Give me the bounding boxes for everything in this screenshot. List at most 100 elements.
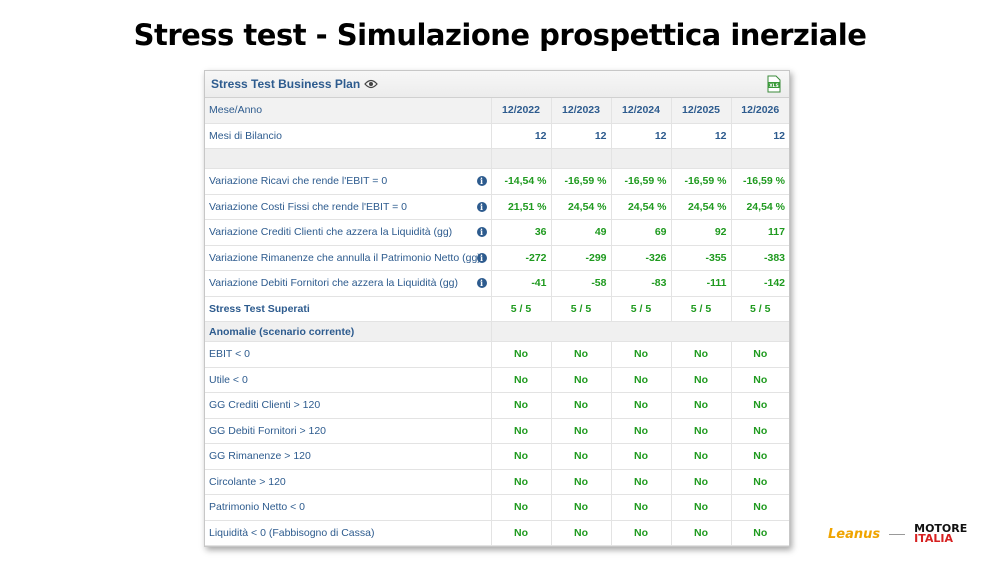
logo-divider: [889, 533, 906, 535]
table-row: Variazione Crediti Clienti che azzera la…: [205, 219, 789, 246]
cell-value: No: [491, 494, 552, 521]
row-label: Mesi di Bilancio: [205, 123, 492, 149]
cell-value: -16,59 %: [731, 168, 789, 195]
info-icon[interactable]: i: [476, 227, 487, 238]
cell-value: No: [671, 418, 732, 444]
table-row: Patrimonio Netto < 0 No No No No No: [205, 494, 789, 521]
cell-value: No: [491, 443, 552, 470]
cell-value: No: [731, 367, 789, 393]
cell-value: No: [551, 367, 612, 393]
cell-value: No: [671, 392, 732, 419]
cell-value: 24,54 %: [731, 194, 789, 220]
cell-value: No: [671, 341, 732, 368]
cell-value: -272: [491, 245, 552, 271]
table-row: GG Debiti Fornitori > 120 No No No No No: [205, 418, 789, 444]
panel-header: Stress Test Business Plan XLS: [205, 71, 789, 98]
table-row: Liquidità < 0 (Fabbisogno di Cassa) No N…: [205, 520, 789, 546]
row-label: GG Rimanenze > 120: [205, 443, 492, 470]
cell-value: -83: [611, 270, 672, 297]
row-label: Variazione Crediti Clienti che azzera la…: [205, 219, 492, 246]
cell-value: No: [611, 520, 672, 546]
table-row: Circolante > 120 No No No No No: [205, 469, 789, 495]
cell-value: 12: [551, 123, 612, 149]
xls-icon[interactable]: XLS: [767, 75, 781, 93]
cell-value: No: [551, 469, 612, 495]
panel-title: Stress Test Business Plan: [211, 77, 361, 91]
stress-test-row: Stress Test Superati 5 / 5 5 / 5 5 / 5 5…: [205, 296, 789, 322]
cell-value: No: [491, 392, 552, 419]
row-label: GG Crediti Clienti > 120: [205, 392, 492, 419]
cell-value: -41: [491, 270, 552, 297]
cell-value: No: [671, 520, 732, 546]
cell-value: 5 / 5: [491, 296, 552, 322]
year-header: 12/2023: [551, 98, 612, 124]
header-row: Mese/Anno 12/2022 12/2023 12/2024 12/202…: [205, 98, 789, 124]
cell-value: 117: [731, 219, 789, 246]
leanus-logo: Leanus: [828, 526, 881, 542]
info-icon[interactable]: i: [476, 201, 487, 212]
cell-value: No: [731, 418, 789, 444]
cell-value: 36: [491, 219, 552, 246]
svg-text:XLS: XLS: [769, 83, 779, 89]
cell-value: -58: [551, 270, 612, 297]
cell-value: No: [611, 469, 672, 495]
cell-value: 12: [491, 123, 552, 149]
cell-value: No: [611, 341, 672, 368]
info-icon[interactable]: i: [476, 252, 487, 263]
cell-value: 24,54 %: [551, 194, 612, 220]
section-label: Anomalie (scenario corrente): [205, 321, 492, 342]
cell-value: -383: [731, 245, 789, 271]
cell-value: No: [551, 392, 612, 419]
anomalies-section-header: Anomalie (scenario corrente): [205, 321, 789, 342]
cell-value: No: [491, 469, 552, 495]
row-label: Variazione Rimanenze che annulla il Patr…: [205, 245, 492, 271]
table-row: Variazione Rimanenze che annulla il Patr…: [205, 245, 789, 271]
cell-value: No: [671, 469, 732, 495]
eye-icon[interactable]: [364, 79, 378, 89]
year-header: 12/2022: [491, 98, 552, 124]
cell-value: No: [551, 418, 612, 444]
cell-value: -16,59 %: [611, 168, 672, 195]
year-header: 12/2025: [671, 98, 732, 124]
table-row: Variazione Costi Fissi che rende l'EBIT …: [205, 194, 789, 220]
cell-value: 92: [671, 219, 732, 246]
cell-value: 5 / 5: [731, 296, 789, 322]
row-label: GG Debiti Fornitori > 120: [205, 418, 492, 444]
cell-value: No: [731, 392, 789, 419]
italia-text: ITALIA: [914, 532, 953, 545]
cell-value: 12: [731, 123, 789, 149]
row-label: Circolante > 120: [205, 469, 492, 495]
year-header: 12/2026: [731, 98, 789, 124]
cell-value: No: [731, 341, 789, 368]
cell-value: -16,59 %: [671, 168, 732, 195]
cell-value: No: [611, 443, 672, 470]
row-label: Utile < 0: [205, 367, 492, 393]
table-row: Variazione Debiti Fornitori che azzera l…: [205, 270, 789, 297]
cell-value: No: [611, 392, 672, 419]
cell-value: No: [731, 469, 789, 495]
info-icon[interactable]: i: [476, 278, 487, 289]
cell-value: 24,54 %: [671, 194, 732, 220]
slide-title: Stress test - Simulazione prospettica in…: [133, 18, 867, 52]
cell-value: No: [551, 520, 612, 546]
cell-value: No: [611, 494, 672, 521]
cell-value: No: [611, 367, 672, 393]
table-row: Mesi di Bilancio 12 12 12 12 12: [205, 123, 789, 149]
year-header: 12/2024: [611, 98, 672, 124]
cell-value: No: [491, 418, 552, 444]
cell-value: 5 / 5: [551, 296, 612, 322]
cell-value: No: [671, 367, 732, 393]
cell-value: 12: [671, 123, 732, 149]
table-row: Utile < 0 No No No No No: [205, 367, 789, 393]
table-row: EBIT < 0 No No No No No: [205, 341, 789, 368]
info-icon[interactable]: i: [476, 176, 487, 187]
footer-logos: Leanus MOTORE ITALIA: [828, 522, 967, 546]
motore-italia-logo: MOTORE ITALIA: [914, 523, 967, 545]
row-label: Patrimonio Netto < 0: [205, 494, 492, 521]
cell-value: -142: [731, 270, 789, 297]
cell-value: No: [731, 494, 789, 521]
cell-value: No: [551, 443, 612, 470]
cell-value: -14,54 %: [491, 168, 552, 195]
